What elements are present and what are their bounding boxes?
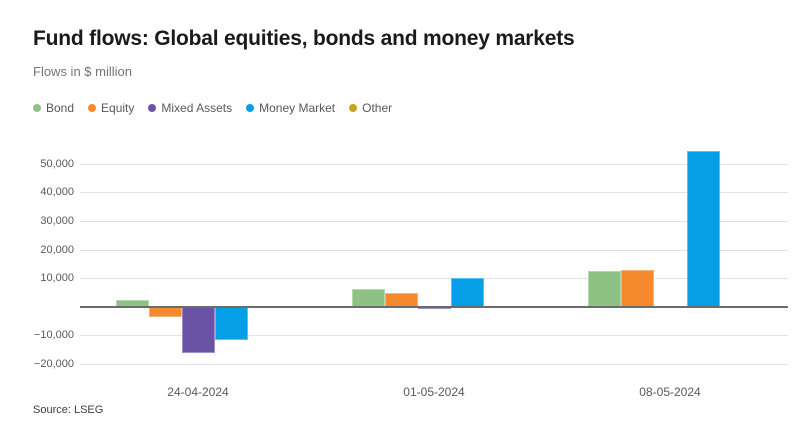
legend-dot-icon [148,104,157,112]
legend-item-equity: Equity [88,101,134,115]
legend-item-bond: Bond [33,101,74,115]
bar-mixed-assets-01-05-2024 [417,306,451,310]
legend-item-other: Other [349,101,392,115]
x-tick-label: 01-05-2024 [403,385,465,399]
x-tick-label: 08-05-2024 [639,385,701,399]
bar-money-market-08-05-2024 [686,151,720,307]
bar-bond-08-05-2024 [587,271,621,307]
gridline [80,249,788,251]
legend-dot-icon [246,104,255,112]
legend-label: Money Market [259,101,336,115]
bar-money-market-24-04-2024 [214,306,248,341]
legend-label: Equity [101,101,135,115]
bar-equity-08-05-2024 [620,270,654,307]
gridline [80,192,788,194]
bar-bond-24-04-2024 [115,300,149,307]
legend-item-money-market: Money Market [246,101,335,115]
legend-dot-icon [349,104,358,112]
chart-title: Fund flows: Global equities, bonds and m… [33,27,575,50]
bar-money-market-01-05-2024 [450,278,484,307]
bar-bond-01-05-2024 [351,289,385,307]
legend-dot-icon [33,104,41,112]
source-note: Source: LSEG [33,404,104,416]
y-tick-label: 50,000 [40,157,74,170]
legend-label: Bond [46,101,75,115]
chart-subtitle: Flows in $ million [33,64,132,79]
bar-mixed-assets-24-04-2024 [181,306,215,353]
y-tick-label: 40,000 [40,186,74,199]
y-tick-label: −20,000 [33,358,74,371]
y-tick-label: 20,000 [40,243,74,256]
bar-equity-01-05-2024 [384,293,418,307]
gridline [80,364,788,366]
gridline [80,220,788,222]
plot-area [80,148,788,377]
y-tick-label: −10,000 [33,329,74,342]
gridline [80,163,788,165]
gridline [80,335,788,337]
x-tick-label: 24-04-2024 [167,385,229,399]
legend-item-mixed-assets: Mixed Assets [148,101,232,115]
chart-legend: Bond Equity Mixed Assets Money Market Other [33,101,392,115]
gridline [80,278,788,280]
bar-equity-24-04-2024 [148,306,182,317]
legend-label: Other [362,101,393,115]
y-tick-label: 10,000 [40,272,74,285]
legend-label: Mixed Assets [161,101,233,115]
zero-axis-line [80,305,788,308]
y-tick-label: 30,000 [40,214,74,227]
legend-dot-icon [88,104,97,112]
